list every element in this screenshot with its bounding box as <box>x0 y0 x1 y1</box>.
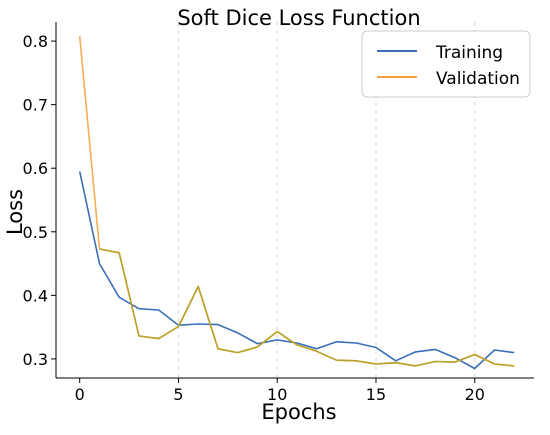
y-tick-label: 0.6 <box>23 159 48 178</box>
legend: Training Validation <box>361 30 531 98</box>
legend-frame <box>361 30 531 98</box>
chart-title: Soft Dice Loss Function <box>177 6 420 30</box>
y-tick-label: 0.3 <box>23 350 48 369</box>
x-tick-label: 0 <box>75 385 85 404</box>
axis-layer <box>55 22 534 379</box>
series-layer <box>78 35 515 370</box>
y-tick-label: 0.7 <box>23 96 48 115</box>
y-tick-label: 0.8 <box>23 32 48 51</box>
x-tick-label: 10 <box>267 385 287 404</box>
series-line-training <box>78 171 515 370</box>
legend-label-validation: Validation <box>436 69 520 89</box>
y-tick-label: 0.5 <box>23 223 48 242</box>
x-tick-label: 20 <box>465 385 485 404</box>
y-tick-label: 0.4 <box>23 286 48 305</box>
series-line-validation-overlay <box>99 248 515 367</box>
x-tick-label: 15 <box>366 385 386 404</box>
legend-label-training: Training <box>435 43 503 63</box>
y-axis-label: Loss <box>3 189 27 235</box>
x-tick-label: 5 <box>173 385 183 404</box>
x-axis-label: Epochs <box>261 400 336 424</box>
tick-layer: 0 5 10 15 20 0.3 0.4 0.5 0.6 0.7 0.8 <box>23 32 485 404</box>
